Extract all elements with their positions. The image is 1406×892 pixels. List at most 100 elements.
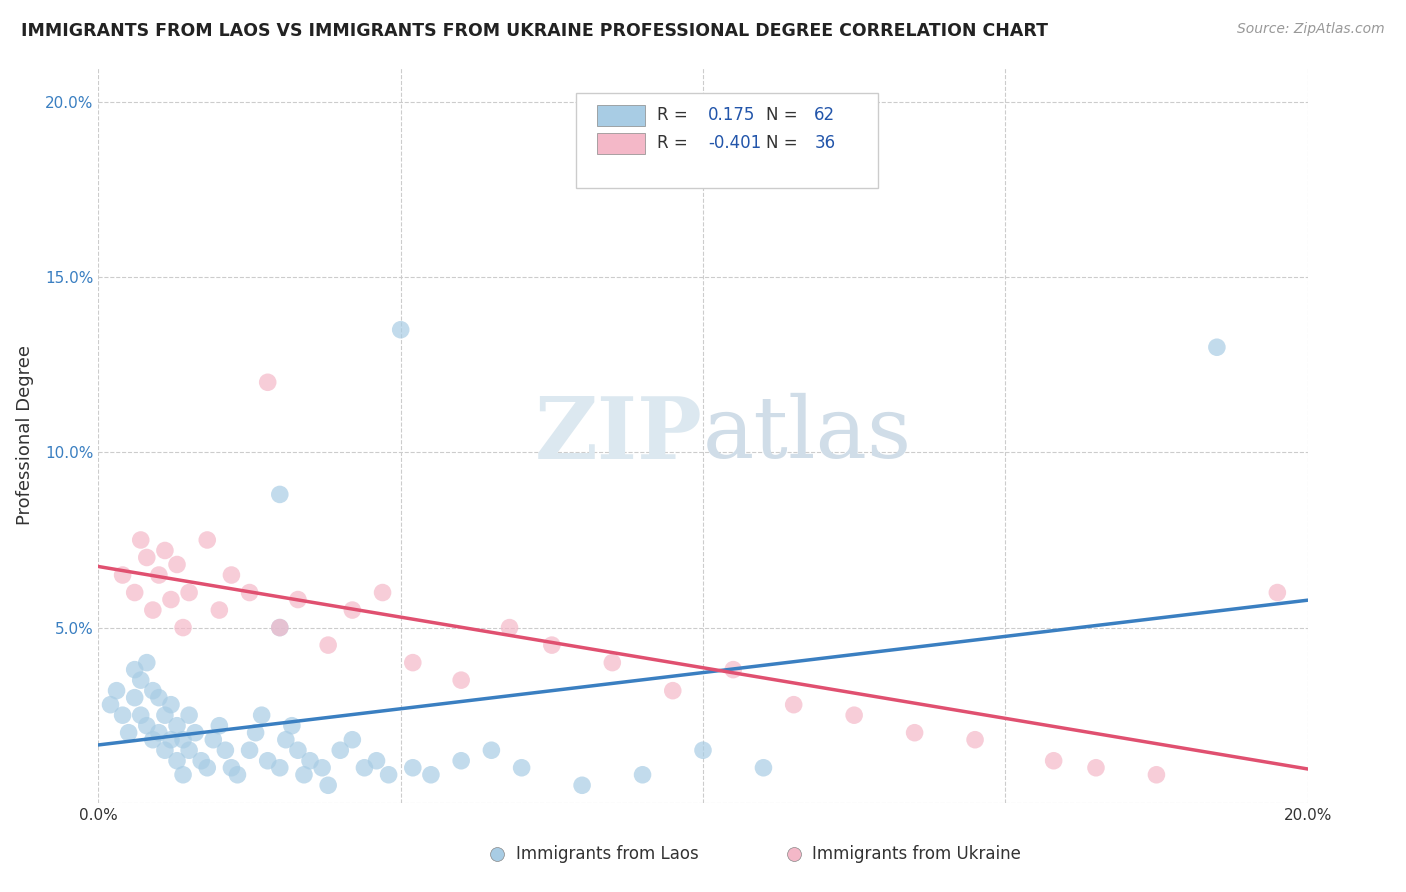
Point [142,603,165,617]
Point [148,690,170,705]
Point [723,663,745,677]
Text: ZIP: ZIP [536,392,703,477]
Point [420,768,443,782]
Point [292,768,315,782]
Point [1267,585,1289,599]
Point [571,778,593,792]
Point [148,725,170,739]
Point [118,725,141,739]
Point [153,708,176,723]
Point [195,761,218,775]
Point [269,621,291,635]
Point [377,768,399,782]
Point [100,698,122,712]
Text: N =: N = [766,106,803,125]
Point [692,743,714,757]
Point [510,761,533,775]
Point [135,719,157,733]
Point [221,568,243,582]
Point [129,708,152,723]
Point [287,592,309,607]
Text: R =: R = [657,106,693,125]
Point [631,768,654,782]
Point [135,656,157,670]
Point [226,768,249,782]
Point [481,743,503,757]
Point [160,732,183,747]
Point [269,487,291,501]
Point [316,778,339,792]
Point [269,761,291,775]
Point [250,708,273,723]
Point [1144,768,1167,782]
Point [111,568,134,582]
Text: 0.175: 0.175 [707,106,755,125]
Point [1206,340,1229,354]
Point [129,533,152,547]
Point [783,698,806,712]
FancyBboxPatch shape [596,105,645,126]
Point [184,725,207,739]
Point [153,743,176,757]
Point [450,754,472,768]
Point [342,732,364,747]
Point [299,754,322,768]
Point [190,754,212,768]
Point [208,603,231,617]
Point [844,708,866,723]
Text: Source: ZipAtlas.com: Source: ZipAtlas.com [1237,22,1385,37]
Point [450,673,472,687]
Point [274,732,297,747]
Point [172,768,194,782]
Point [160,592,183,607]
Text: IMMIGRANTS FROM LAOS VS IMMIGRANTS FROM UKRAINE PROFESSIONAL DEGREE CORRELATION : IMMIGRANTS FROM LAOS VS IMMIGRANTS FROM … [21,22,1047,40]
Point [1085,761,1108,775]
Point [208,719,231,733]
Point [239,743,262,757]
Y-axis label: Professional Degree: Professional Degree [15,345,34,524]
Text: R =: R = [657,135,693,153]
Text: 62: 62 [814,106,835,125]
Point [124,663,146,677]
Point [166,754,188,768]
Point [166,558,188,572]
Point [353,761,375,775]
Point [402,761,425,775]
Text: N =: N = [766,135,803,153]
Point [311,761,333,775]
Point [153,543,176,558]
Point [602,656,624,670]
Point [342,603,364,617]
Point [281,719,304,733]
Point [129,673,152,687]
Point [239,585,262,599]
Text: atlas: atlas [703,393,912,476]
Point [142,683,165,698]
Point [661,683,683,698]
FancyBboxPatch shape [596,133,645,153]
Point [214,743,236,757]
Point [269,621,291,635]
Point [245,725,267,739]
Text: Immigrants from Laos: Immigrants from Laos [516,846,699,863]
FancyBboxPatch shape [576,93,879,188]
Point [195,533,218,547]
Text: Immigrants from Ukraine: Immigrants from Ukraine [811,846,1021,863]
Point [752,761,775,775]
Point [965,732,987,747]
Point [142,732,165,747]
Point [904,725,927,739]
Point [287,743,309,757]
Point [172,621,194,635]
Point [1042,754,1064,768]
Point [166,719,188,733]
Point [540,638,562,652]
Point [135,550,157,565]
Point [179,743,201,757]
Point [498,621,520,635]
Point [124,585,146,599]
Point [329,743,352,757]
Point [124,690,146,705]
Point [371,585,394,599]
Point [179,585,201,599]
